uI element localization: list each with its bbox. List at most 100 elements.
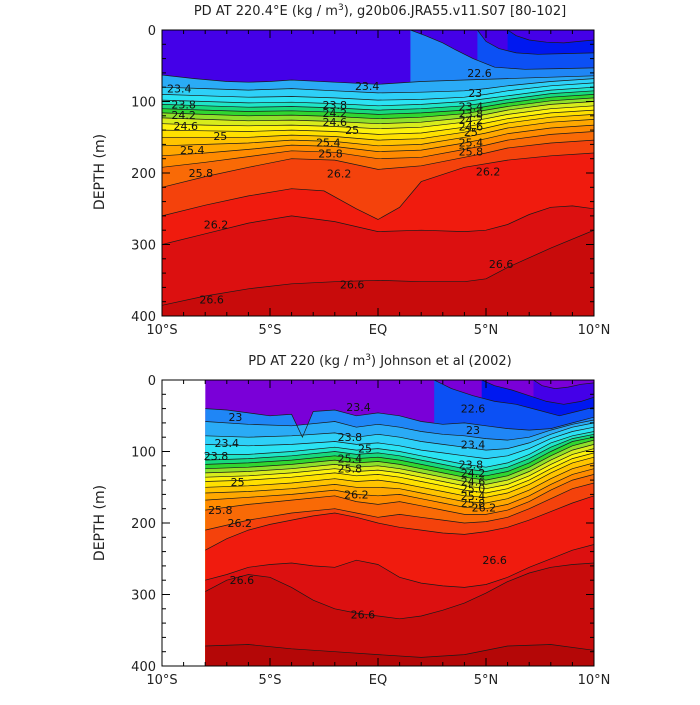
isopycnal-26.6	[205, 562, 594, 620]
isopycnal-25.6	[162, 124, 594, 157]
isopycnal-24.6	[162, 101, 594, 125]
isopycnal-24.2	[162, 94, 594, 115]
x-tick-label: EQ	[369, 673, 387, 688]
contour-label: 26.6	[489, 258, 514, 271]
contour-label: 25	[231, 476, 245, 489]
x-tick-label: 5°N	[474, 323, 499, 338]
isopycnal-22.8	[477, 30, 594, 55]
contour-label: 23	[468, 87, 482, 100]
contour-label: 26.2	[204, 218, 229, 231]
contour-label: 26.2	[344, 488, 369, 501]
contour-label: 22.6	[461, 403, 486, 416]
isopycnal-22.6	[507, 30, 594, 44]
contour-label: 24.6	[461, 476, 486, 489]
isopycnal-24.8	[162, 105, 594, 130]
y-tick-label: 100	[131, 96, 156, 111]
contour-label: 26.6	[351, 609, 376, 622]
contour-label: 22.6	[467, 67, 492, 80]
isopycnal-23.6	[162, 82, 594, 101]
contour-label: 25.8	[459, 146, 484, 159]
top-panel-plot: 23.4 23.423.8 23.824.2 24.224.6 24.625 2525.4…	[131, 24, 610, 338]
isopycnal-23.4	[162, 78, 594, 94]
contour-label: 26.6	[230, 574, 255, 587]
contour-label: 24.6	[174, 120, 199, 133]
contour-label: 25	[213, 130, 227, 143]
contour-label: 26.6	[199, 294, 224, 307]
contour-label: 23.4	[346, 401, 371, 414]
top-panel-title: PD AT 220.4°E (kg / m3), g20b06.JRA55.v1…	[194, 3, 566, 19]
contour-label: 26.6	[482, 554, 507, 567]
isopycnal-25.0	[162, 109, 594, 135]
isopycnal-24.8	[205, 448, 594, 490]
contour-label: 23.8	[459, 458, 484, 471]
contour-label: 26.6	[340, 279, 365, 292]
contour-label: 23.4	[461, 438, 486, 451]
contour-label: 23.8	[338, 431, 363, 444]
contour-label: 26.2	[472, 501, 497, 514]
isopycnal-23.0	[205, 408, 594, 439]
contour-label: 25	[358, 443, 372, 456]
isopycnal-22.4	[533, 380, 594, 389]
isopycnal-24.2	[205, 436, 594, 477]
isopycnal-26.4	[162, 205, 594, 245]
isopycnal-26.2	[162, 152, 594, 220]
y-tick-label: 0	[148, 24, 156, 39]
contour-fills	[205, 380, 594, 666]
contour-label: 25.4	[459, 136, 484, 149]
isopycnal-23.0	[410, 30, 594, 70]
isopycnal-25.4	[205, 462, 594, 504]
contour-label: 25.4	[338, 453, 363, 466]
isopycnal-23.2	[162, 74, 594, 85]
isopycnal-24.6	[205, 444, 594, 485]
x-tick-label: 5°N	[474, 673, 499, 688]
isopycnal-25.2	[205, 456, 594, 498]
contour-label: 24.6	[323, 116, 348, 129]
isopycnal-23.8	[162, 86, 594, 107]
isopycnal-26.4	[205, 544, 594, 588]
isopycnal-25.2	[162, 114, 594, 141]
contour-label: 24.2	[171, 109, 196, 122]
y-tick-label: 0	[148, 374, 156, 389]
x-tick-label: EQ	[369, 323, 387, 338]
contour-label: 23.8	[171, 98, 196, 111]
isopycnal-24.0	[205, 433, 594, 472]
contour-label: 23	[466, 424, 480, 437]
y-tick-label: 300	[131, 589, 156, 604]
isopycnal-26.0	[205, 482, 594, 531]
x-tick-label: 5°S	[258, 323, 281, 338]
isopycnal-25.6	[205, 468, 594, 510]
contour-label: 24.6	[459, 121, 484, 134]
bottom-panel-ylabel: DEPTH (m)	[92, 485, 108, 561]
x-tick-label: 10°S	[146, 323, 177, 338]
y-tick-label: 300	[131, 239, 156, 254]
isopycnal-26.8	[205, 644, 594, 658]
isopycnal-25.8	[162, 131, 594, 168]
contour-label: 23.8	[323, 99, 348, 112]
isopycnal-25.4	[162, 119, 594, 147]
contour-label: 25.0	[461, 483, 486, 496]
contour-label: 25.8	[208, 504, 233, 517]
isopycnal-26.0	[162, 139, 594, 188]
x-tick-label: 10°N	[578, 673, 611, 688]
contour-label: 25	[464, 126, 478, 139]
top-panel: PD AT 220.4°E (kg / m3), g20b06.JRA55.v1…	[92, 3, 610, 338]
contour-fills	[162, 30, 594, 316]
x-tick-label: 10°S	[146, 673, 177, 688]
contour-label: 23.8	[204, 450, 229, 463]
isopycnal-23.2	[205, 419, 594, 441]
y-tick-label: 200	[131, 517, 156, 532]
isopycnal-24.0	[162, 90, 594, 111]
contour-label: 24.2	[323, 107, 348, 120]
contour-label: 24.2	[461, 467, 486, 480]
y-tick-label: 200	[131, 167, 156, 182]
isopycnal-24.4	[205, 439, 594, 481]
contour-label: 25.8	[338, 463, 363, 476]
contour-label: 23.4	[459, 101, 484, 114]
x-tick-label: 10°N	[578, 323, 611, 338]
contour-label: 25.4	[180, 144, 205, 157]
y-tick-label: 100	[131, 446, 156, 461]
contour-label: 25.4	[461, 490, 486, 503]
y-tick-label: 400	[131, 310, 156, 325]
